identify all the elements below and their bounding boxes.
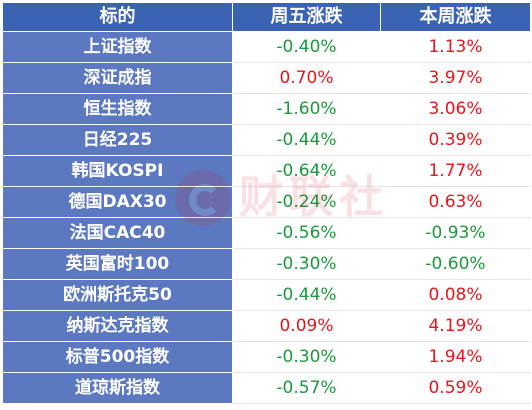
header-row: 标的 周五涨跌 本周涨跌 <box>2 2 531 32</box>
friday-change-cell: -0.24% <box>232 186 381 218</box>
index-name-cell: 恒生指数 <box>2 93 233 125</box>
week-change-cell: 0.08% <box>380 279 531 311</box>
header-name: 标的 <box>2 2 233 32</box>
table-row: 欧洲斯托克50 -0.44% 0.08% <box>2 279 531 311</box>
week-change-cell: 0.63% <box>380 186 531 218</box>
table-row: 恒生指数 -1.60% 3.06% <box>2 93 531 125</box>
friday-change-cell: -0.44% <box>232 279 381 311</box>
week-change-cell: 3.06% <box>380 93 531 125</box>
table-row: 韩国KOSPI -0.64% 1.77% <box>2 155 531 187</box>
week-change-cell: -0.93% <box>380 217 531 249</box>
table-row: 标普500指数 -0.30% 1.94% <box>2 341 531 373</box>
index-name-cell: 日经225 <box>2 124 233 156</box>
week-change-cell: 1.77% <box>380 155 531 187</box>
index-name-cell: 上证指数 <box>2 31 233 63</box>
table-body: 上证指数 -0.40% 1.13% 深证成指 0.70% 3.97% 恒生指数 -1.60% 3… <box>2 31 531 404</box>
week-change-cell: 3.97% <box>380 62 531 94</box>
index-name-cell: 德国DAX30 <box>2 186 233 218</box>
index-name-cell: 纳斯达克指数 <box>2 310 233 342</box>
index-name-cell: 深证成指 <box>2 62 233 94</box>
friday-change-cell: 0.09% <box>232 310 381 342</box>
friday-change-cell: -0.56% <box>232 217 381 249</box>
week-change-cell: 4.19% <box>380 310 531 342</box>
friday-change-cell: -0.64% <box>232 155 381 187</box>
index-name-cell: 道琼斯指数 <box>2 372 233 404</box>
table-row: 法国CAC40 -0.56% -0.93% <box>2 217 531 249</box>
table-row: 日经225 -0.44% 0.39% <box>2 124 531 156</box>
table-row: 德国DAX30 -0.24% 0.63% <box>2 186 531 218</box>
table-row: 纳斯达克指数 0.09% 4.19% <box>2 310 531 342</box>
friday-change-cell: -1.60% <box>232 93 381 125</box>
week-change-cell: 1.94% <box>380 341 531 373</box>
week-change-cell: 1.13% <box>380 31 531 63</box>
table-row: 上证指数 -0.40% 1.13% <box>2 31 531 63</box>
index-name-cell: 英国富时100 <box>2 248 233 280</box>
friday-change-cell: -0.30% <box>232 341 381 373</box>
index-name-cell: 标普500指数 <box>2 341 233 373</box>
week-change-cell: -0.60% <box>380 248 531 280</box>
header-week-change: 本周涨跌 <box>380 2 531 32</box>
friday-change-cell: -0.30% <box>232 248 381 280</box>
friday-change-cell: -0.44% <box>232 124 381 156</box>
friday-change-cell: -0.57% <box>232 372 381 404</box>
week-change-cell: 0.59% <box>380 372 531 404</box>
table-row: 道琼斯指数 -0.57% 0.59% <box>2 372 531 404</box>
index-name-cell: 欧洲斯托克50 <box>2 279 233 311</box>
index-name-cell: 法国CAC40 <box>2 217 233 249</box>
friday-change-cell: -0.40% <box>232 31 381 63</box>
header-friday-change: 周五涨跌 <box>232 2 381 32</box>
table-row: 深证成指 0.70% 3.97% <box>2 62 531 94</box>
index-name-cell: 韩国KOSPI <box>2 155 233 187</box>
table-row: 英国富时100 -0.30% -0.60% <box>2 248 531 280</box>
friday-change-cell: 0.70% <box>232 62 381 94</box>
week-change-cell: 0.39% <box>380 124 531 156</box>
market-table: 标的 周五涨跌 本周涨跌 上证指数 -0.40% 1.13% 深证成指 0.70% 3.9… <box>2 2 531 404</box>
